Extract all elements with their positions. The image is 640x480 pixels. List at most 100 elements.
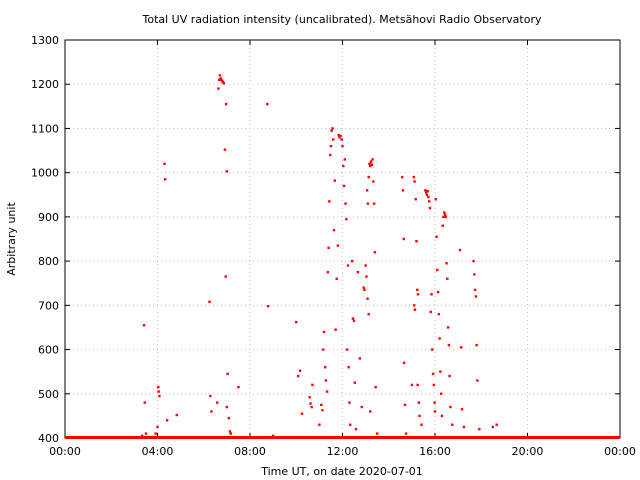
y-tick-label: 500: [38, 388, 59, 401]
data-point: [143, 401, 146, 404]
data-point: [449, 405, 452, 409]
data-point: [364, 264, 367, 267]
x-tick-label: 08:00: [234, 445, 266, 458]
data-point: [322, 330, 326, 334]
y-tick-label: 1100: [31, 122, 59, 135]
data-point: [320, 403, 323, 407]
data-point: [358, 357, 362, 360]
data-point: [476, 379, 479, 382]
data-point: [458, 248, 462, 252]
data-point: [424, 191, 428, 194]
data-point: [372, 180, 375, 183]
x-tick-label: 16:00: [419, 445, 451, 458]
data-point: [326, 270, 330, 274]
data-point: [414, 198, 417, 201]
data-point: [342, 184, 346, 188]
x-tick-label: 12:00: [327, 445, 359, 458]
data-point: [363, 288, 366, 292]
data-point: [324, 379, 328, 382]
data-point: [430, 293, 433, 296]
data-point: [428, 206, 432, 210]
x-tick-label: 20:00: [512, 445, 544, 458]
data-point: [366, 297, 369, 300]
data-point: [229, 432, 232, 435]
data-point: [372, 202, 376, 205]
data-point: [425, 193, 429, 196]
data-point: [365, 275, 368, 278]
data-point: [351, 317, 355, 320]
data-point: [462, 425, 466, 429]
data-point: [164, 178, 167, 181]
data-point: [226, 372, 229, 376]
data-point: [271, 434, 275, 437]
data-point: [369, 164, 372, 168]
data-point: [415, 240, 418, 243]
data-point: [225, 170, 229, 173]
data-point: [333, 179, 336, 182]
data-point: [224, 275, 227, 278]
grid: [65, 40, 620, 438]
data-point: [220, 78, 223, 81]
data-point: [217, 78, 221, 81]
data-point: [367, 175, 370, 179]
data-point: [157, 390, 160, 393]
data-point: [447, 343, 451, 347]
data-point: [478, 427, 481, 431]
data-point: [401, 189, 405, 192]
data-point: [438, 337, 441, 340]
data-point: [340, 138, 343, 141]
data-point: [413, 180, 416, 183]
data-point: [338, 136, 341, 139]
data-point: [330, 129, 333, 132]
data-point: [432, 383, 436, 387]
data-point: [295, 320, 298, 324]
x-tick-label: 00:00: [604, 445, 636, 458]
data-point: [404, 432, 408, 435]
data-point: [360, 405, 363, 409]
data-point: [375, 432, 379, 435]
data-point: [416, 383, 419, 387]
data-point: [429, 310, 432, 314]
data-point: [339, 134, 342, 138]
y-tick-label: 900: [38, 211, 59, 224]
data-point: [431, 348, 434, 351]
data-point: [158, 394, 161, 398]
data-point: [491, 425, 495, 429]
x-tick-label: 00:00: [49, 445, 81, 458]
data-point: [412, 304, 416, 307]
data-point: [328, 200, 331, 203]
data-point: [237, 385, 240, 389]
data-point: [367, 312, 370, 316]
data-point: [309, 402, 312, 405]
data-point: [413, 308, 417, 311]
data-point: [223, 148, 227, 151]
data-point: [349, 423, 352, 426]
data-point: [343, 158, 347, 161]
data-point: [460, 346, 463, 349]
data-point: [472, 259, 475, 263]
data-point: [431, 372, 435, 376]
data-point: [332, 138, 335, 141]
data-point: [219, 77, 222, 80]
data-point: [345, 348, 349, 351]
data-point: [321, 408, 324, 412]
data-point: [208, 300, 211, 303]
data-point: [218, 74, 222, 77]
data-point: [354, 427, 358, 431]
data-point: [209, 394, 212, 398]
data-point: [322, 348, 325, 351]
data-point: [350, 259, 354, 263]
data-point: [325, 390, 329, 393]
data-point: [266, 305, 270, 308]
y-tick-label: 700: [38, 299, 59, 312]
data-point: [474, 295, 478, 298]
data-point: [344, 202, 347, 205]
y-tick-label: 600: [38, 344, 59, 357]
data-point: [417, 401, 421, 404]
data-point: [336, 244, 340, 247]
data-point: [140, 434, 144, 437]
data-point: [416, 288, 419, 292]
data-point: [420, 423, 423, 426]
data-point: [401, 175, 404, 179]
data-point: [451, 423, 454, 426]
